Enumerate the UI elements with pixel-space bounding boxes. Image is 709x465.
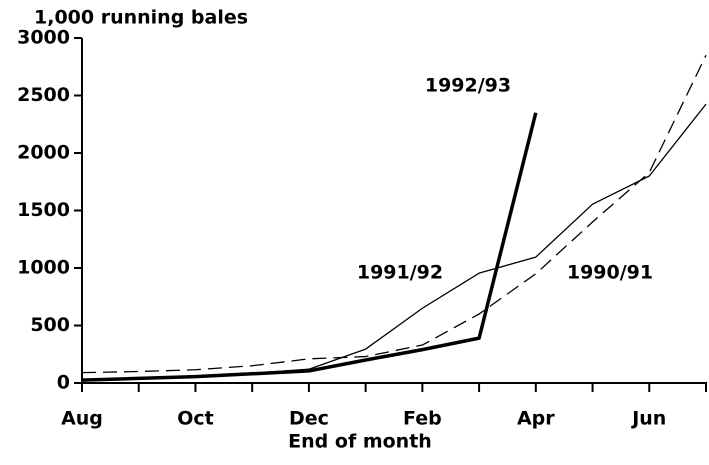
y-tick-label: 0 xyxy=(57,372,70,394)
y-tick-label: 500 xyxy=(30,314,70,336)
series-line xyxy=(81,103,707,381)
series-line xyxy=(81,54,707,374)
y-tick-label: 1500 xyxy=(17,199,70,221)
y-tick-label: 3000 xyxy=(17,27,70,49)
series-label: 1990/91 xyxy=(567,262,653,284)
y-axis-title: 1,000 running bales xyxy=(34,7,248,29)
x-tick-label: Oct xyxy=(177,408,214,430)
y-tick-label: 2500 xyxy=(17,84,70,106)
x-tick-label: Jun xyxy=(630,408,666,430)
x-tick-label: Apr xyxy=(517,408,555,430)
x-tick-label: Dec xyxy=(289,408,329,430)
series-label: 1992/93 xyxy=(425,75,511,97)
series-line xyxy=(81,112,538,382)
y-tick-label: 2000 xyxy=(17,142,70,164)
series-label: 1991/92 xyxy=(357,262,443,284)
y-tick-label: 1000 xyxy=(17,257,70,279)
x-tick-label: Aug xyxy=(61,408,103,430)
x-axis-title: End of month xyxy=(288,431,432,453)
x-tick-label: Feb xyxy=(403,408,442,430)
